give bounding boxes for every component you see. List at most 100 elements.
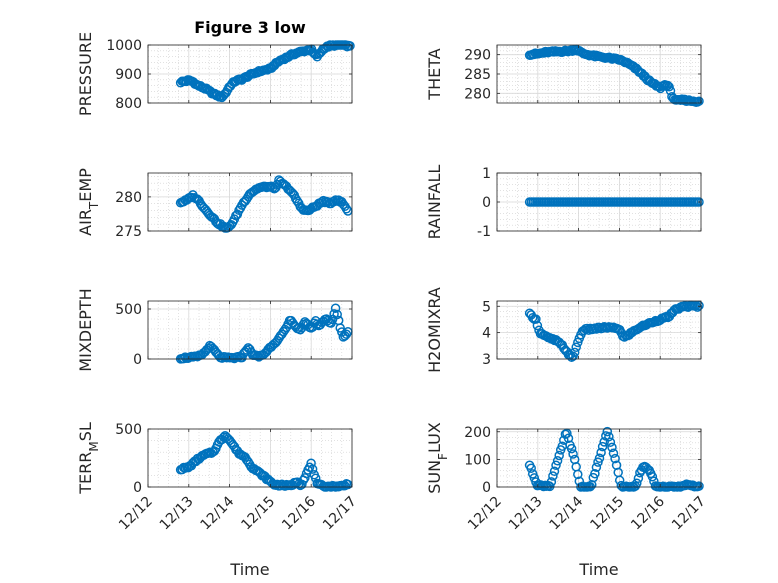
- y-tick-label: 500: [115, 302, 142, 318]
- y-tick-label: 280: [115, 190, 142, 206]
- data-point: [607, 442, 617, 453]
- data-point: [590, 468, 600, 479]
- data-point: [694, 197, 704, 207]
- data-point: [554, 337, 564, 347]
- data-point: [633, 473, 644, 484]
- y-tick-label: -1: [477, 224, 491, 240]
- data-point: [300, 473, 310, 483]
- y-tick-label: 0: [133, 352, 142, 368]
- y-axis-label: MIXDEPTH: [76, 288, 95, 371]
- y-tick-label: 3: [482, 352, 491, 368]
- axes-box: [496, 300, 702, 360]
- data-point: [566, 352, 577, 362]
- x-axis-label: Time: [229, 560, 269, 579]
- data-point: [591, 462, 602, 473]
- y-axis-label-rest: LUX: [425, 422, 444, 453]
- y-tick-label: 1000: [106, 38, 142, 54]
- data-point: [238, 197, 249, 208]
- y-axis-label: THETA: [425, 48, 444, 100]
- data-point: [287, 188, 298, 199]
- data-point: [551, 460, 561, 471]
- data-point: [552, 456, 563, 466]
- data-point: [307, 464, 318, 474]
- data-point: [571, 342, 581, 352]
- data-point: [568, 449, 578, 459]
- data-point: [610, 453, 620, 464]
- data-point: [694, 96, 704, 106]
- y-tick-label: 1: [482, 166, 491, 182]
- x-axis-label: Time: [578, 560, 618, 579]
- data-point: [545, 481, 555, 492]
- data-point: [691, 300, 701, 311]
- y-tick-label: 275: [115, 224, 142, 240]
- data-point: [647, 471, 658, 482]
- axes-box: [496, 428, 702, 488]
- y-axis-label-subscript: T: [87, 201, 101, 210]
- y-axis-label-rest: SL: [76, 422, 95, 441]
- axes-box: [147, 428, 353, 488]
- data-point: [594, 453, 605, 463]
- chart-title: Figure 3 low: [194, 18, 306, 37]
- data-point: [599, 437, 609, 447]
- y-tick-label: 0: [482, 480, 491, 496]
- y-axis-label-subscript: M: [87, 441, 101, 451]
- data-point: [563, 433, 574, 444]
- y-axis-label-main: AIR: [76, 209, 95, 236]
- data-point: [662, 80, 673, 91]
- data-point: [341, 204, 352, 214]
- y-axis-label: RAINFALL: [425, 165, 444, 240]
- data-point: [554, 450, 564, 461]
- data-point: [228, 439, 238, 450]
- subplot-airtemp: 275 280 AIRTEMP: [76, 168, 353, 240]
- data-point: [532, 320, 543, 331]
- data-point: [548, 471, 558, 481]
- y-axis-label: SUNFLUX: [425, 422, 450, 494]
- data-point: [694, 481, 704, 491]
- y-tick-label: 0: [133, 480, 142, 496]
- data-point: [694, 300, 704, 311]
- subplot-theta: 280 285 290 THETA: [425, 44, 704, 107]
- subplot-rainfall: -1 0 1 RAINFALL: [425, 165, 704, 240]
- data-point: [566, 443, 577, 454]
- y-tick-label: 0: [482, 195, 491, 211]
- subplot-pressure: 800 900 1000 PRESSURE Figure 3 low: [76, 18, 355, 116]
- data-point: [240, 196, 250, 207]
- y-tick-label: 100: [464, 452, 491, 468]
- axes-box: [147, 300, 353, 360]
- data-point: [664, 82, 674, 92]
- y-axis-label: H2OMIXRA: [425, 287, 444, 373]
- subplot-h2omixra: 3 4 5 H2OMIXRA: [425, 287, 704, 373]
- y-tick-label: 285: [464, 67, 491, 83]
- data-point: [330, 303, 341, 313]
- data-point: [221, 432, 232, 443]
- y-tick-label: 200: [464, 425, 491, 441]
- y-tick-label: 290: [464, 48, 491, 64]
- data-point: [692, 302, 703, 312]
- data-point: [604, 431, 614, 442]
- data-point: [203, 448, 214, 458]
- data-point: [605, 437, 616, 447]
- y-tick-label: 5: [482, 299, 491, 315]
- y-tick-label: 800: [115, 96, 142, 112]
- y-tick-label: 4: [482, 326, 491, 342]
- data-point: [608, 448, 619, 459]
- subplot-mixdepth: 0 500 MIXDEPTH: [76, 288, 353, 372]
- data-point: [269, 339, 280, 349]
- data-point: [546, 477, 557, 487]
- y-tick-label: 280: [464, 86, 491, 102]
- data-point: [323, 315, 333, 326]
- data-point: [211, 217, 221, 227]
- y-axis-label-main: TERR: [76, 452, 95, 495]
- data-point: [573, 469, 583, 480]
- data-point: [569, 347, 580, 358]
- data-point: [306, 458, 316, 468]
- y-axis-label: PRESSURE: [76, 32, 95, 116]
- y-tick-label: 500: [115, 422, 142, 438]
- data-point: [596, 447, 606, 458]
- data-point: [529, 473, 540, 483]
- y-axis-label-main: SUN: [425, 460, 444, 494]
- data-point: [538, 481, 549, 492]
- data-point: [531, 314, 541, 324]
- data-point: [549, 466, 560, 477]
